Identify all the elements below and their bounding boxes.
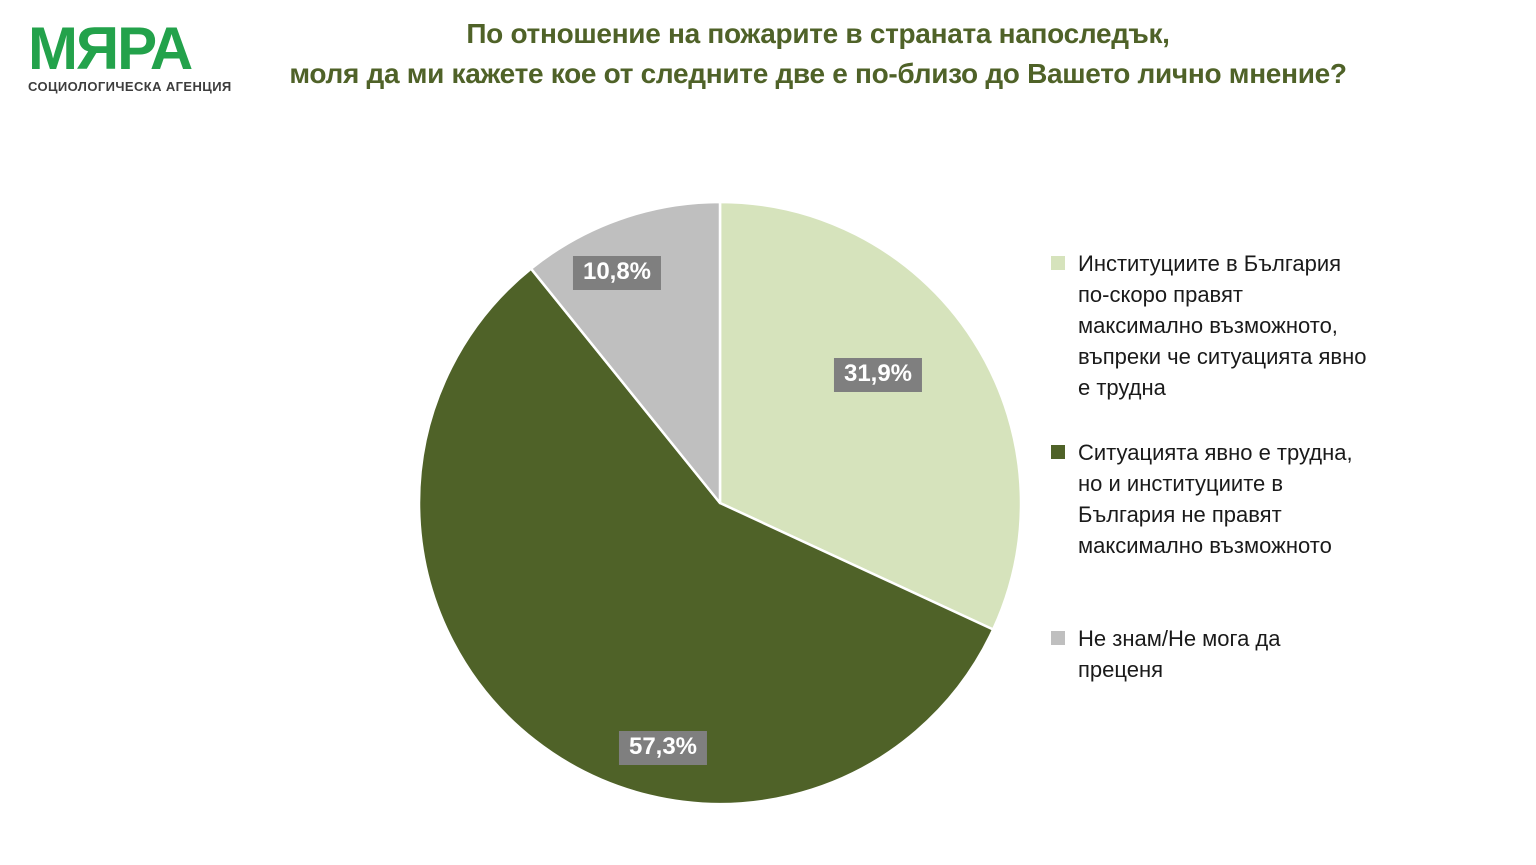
logo-text: МЯРА (28, 15, 193, 82)
legend-marker-dark-green (1051, 445, 1065, 459)
legend-item: Ситуацията явно е трудна, но и институци… (1051, 437, 1353, 561)
legend-label: Не знам/Не мога да преценя (1078, 626, 1281, 682)
chart-title: По отношение на пожарите в страната напо… (289, 18, 1347, 89)
legend-label: Институциите в България по-скоро правят … (1078, 251, 1367, 400)
legend-item: Институциите в България по-скоро правят … (1051, 248, 1367, 403)
logo-tagline: СОЦИОЛОГИЧЕСКА АГЕНЦИЯ (28, 79, 232, 94)
legend-label: Ситуацията явно е трудна, но и институци… (1078, 440, 1353, 558)
data-label: 10,8% (572, 256, 662, 290)
pie-slice (417, 267, 995, 806)
pie-chart: 31,9% 57,3% 10,8% (417, 200, 1023, 806)
logo: МЯРА СОЦИОЛОГИЧЕСКА АГЕНЦИЯ (28, 15, 238, 95)
legend-marker-light-green (1051, 256, 1065, 270)
data-label: 31,9% (833, 358, 923, 392)
legend-item: Не знам/Не мога да преценя (1051, 623, 1281, 685)
pie-slice (718, 200, 1023, 631)
data-label: 57,3% (618, 731, 708, 765)
legend-marker-gray (1051, 631, 1065, 645)
pie-chart-svg (417, 200, 1023, 806)
